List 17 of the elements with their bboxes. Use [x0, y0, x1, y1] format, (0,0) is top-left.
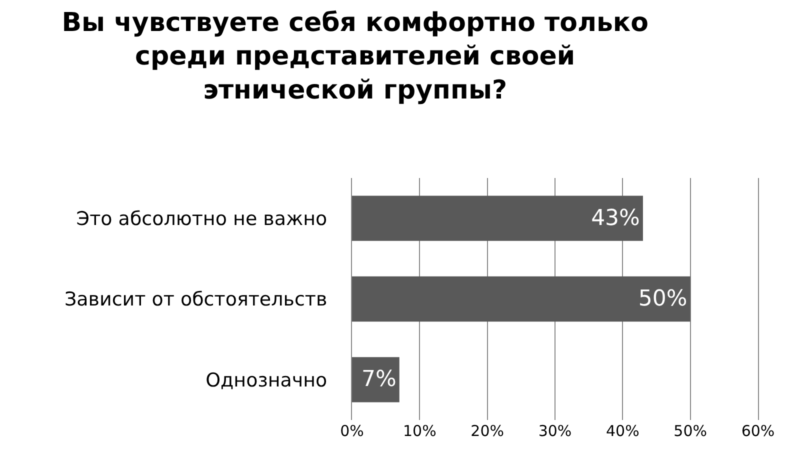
- bar: [352, 196, 643, 241]
- x-tick-label: 10%: [403, 422, 436, 440]
- y-tick-label: Однозначно: [206, 369, 328, 392]
- x-tick-label: 40%: [606, 422, 640, 440]
- x-tick-label: 0%: [340, 422, 364, 440]
- bar: [352, 357, 400, 402]
- data-label: 50%: [638, 286, 688, 312]
- chart-title: Вы чувствуете себя комфортно только среди представителей своей этнической группы?: [62, 8, 648, 106]
- y-tick-label: Это абсолютно не важно: [76, 208, 328, 230]
- x-tick-label: 20%: [470, 422, 504, 440]
- x-tick-label: 50%: [674, 422, 707, 440]
- x-tick-label: 30%: [538, 422, 572, 440]
- data-label: 7%: [361, 367, 396, 392]
- data-label: 43%: [591, 206, 640, 231]
- x-tick-label: 60%: [741, 422, 775, 440]
- bar: [352, 276, 690, 322]
- y-tick-label: Зависит от обстоятельств: [64, 288, 328, 311]
